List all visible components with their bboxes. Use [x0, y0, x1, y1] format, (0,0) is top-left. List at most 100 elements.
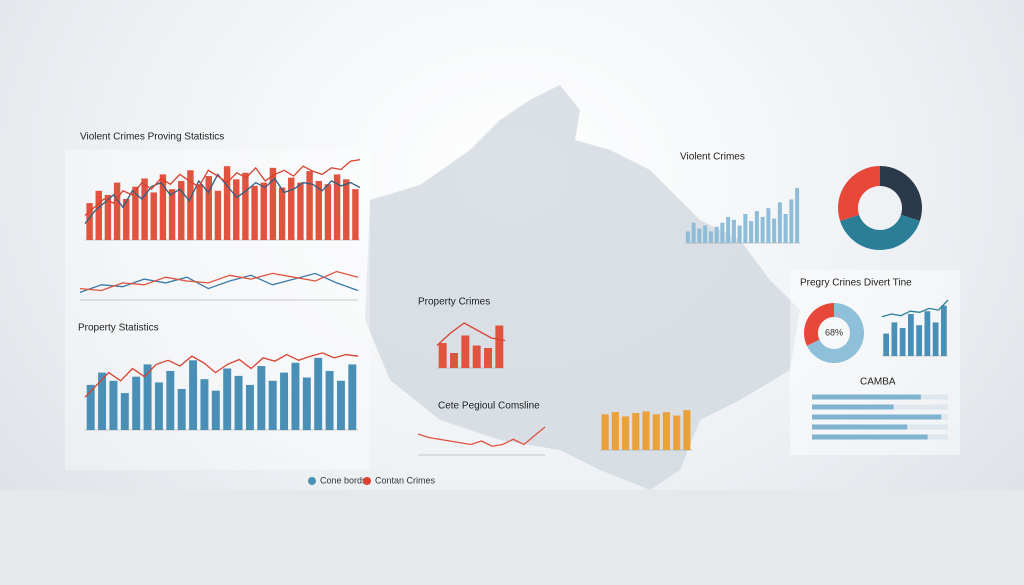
bar [924, 311, 931, 356]
bar [86, 203, 93, 240]
bar [795, 187, 800, 243]
bar [189, 360, 198, 430]
chart-title: Violent Crimes Proving Statistics [80, 132, 224, 143]
bar [749, 220, 754, 243]
chart-title: CAMBA [860, 377, 896, 388]
donut-slice [840, 214, 920, 251]
bar [234, 375, 243, 430]
bar [200, 379, 209, 430]
bar [932, 322, 939, 356]
bar [257, 366, 266, 430]
bar [325, 370, 334, 430]
bar [324, 184, 332, 240]
chart-title: Property Statistics [78, 323, 159, 334]
bar [714, 226, 719, 243]
bar [632, 413, 640, 450]
line [84, 158, 361, 216]
bar [343, 179, 350, 240]
bar [187, 170, 194, 240]
bar [891, 322, 898, 356]
bar [306, 171, 313, 240]
bar [113, 182, 121, 240]
bar [205, 176, 212, 240]
bar [683, 410, 691, 450]
bar [783, 214, 788, 243]
bar [177, 389, 186, 430]
bar [132, 376, 141, 430]
bar [211, 390, 220, 430]
bar [123, 199, 130, 240]
bar [86, 384, 95, 430]
line [436, 322, 506, 346]
line [417, 426, 546, 447]
chart-title: Property Crimes [418, 297, 490, 308]
bar [95, 190, 102, 240]
chart-title: Cete Pegioul Comsline [438, 401, 540, 412]
chart-title: Pregry Crines Divert Tine [800, 278, 912, 289]
bar [333, 174, 341, 240]
bar [812, 414, 942, 420]
bar [260, 182, 267, 240]
bar [120, 393, 129, 430]
bar [314, 357, 323, 430]
bar [720, 222, 725, 243]
bar [916, 325, 923, 356]
bar [104, 194, 112, 240]
bar [940, 305, 947, 356]
bar [214, 190, 222, 240]
bar [168, 189, 176, 240]
bar [737, 225, 742, 243]
bar [352, 189, 359, 240]
bar [754, 211, 759, 243]
line [79, 270, 359, 292]
bar [268, 380, 277, 430]
bar [251, 185, 258, 240]
center-label: 68% [825, 327, 843, 337]
bar [245, 384, 254, 430]
bar [673, 415, 681, 450]
bar [760, 216, 765, 243]
bar [697, 228, 702, 243]
donut-slice [880, 166, 922, 221]
bar [141, 178, 148, 240]
donut-slice [806, 303, 865, 363]
legend-label: Cone bords [320, 475, 367, 485]
legend-swatch [308, 477, 316, 485]
bar [766, 208, 771, 243]
map [365, 85, 800, 490]
line [79, 272, 359, 294]
bar [731, 219, 736, 243]
bar [438, 343, 447, 368]
bar [789, 199, 794, 243]
bar [297, 182, 304, 240]
bar [907, 314, 914, 356]
bar [703, 225, 708, 243]
chart-title: Violent Crimes [680, 152, 745, 163]
bar [150, 192, 157, 240]
bar [708, 231, 713, 243]
floor [0, 490, 1024, 585]
bar [652, 414, 660, 450]
bar [691, 222, 696, 243]
bar [159, 174, 167, 240]
bar [662, 412, 671, 450]
bar [291, 362, 300, 430]
bar [132, 186, 139, 240]
bar [883, 333, 890, 356]
legend-swatch [363, 477, 371, 485]
bar [812, 424, 908, 430]
bar [777, 202, 782, 243]
bar [495, 325, 504, 368]
bar [450, 353, 458, 368]
bar [154, 382, 163, 430]
bar [196, 184, 203, 240]
bar [772, 218, 777, 243]
bar [611, 412, 619, 450]
bar [899, 328, 906, 356]
donut-slice [804, 303, 834, 346]
bar [348, 364, 357, 430]
bar [98, 372, 107, 430]
bar [178, 180, 185, 240]
